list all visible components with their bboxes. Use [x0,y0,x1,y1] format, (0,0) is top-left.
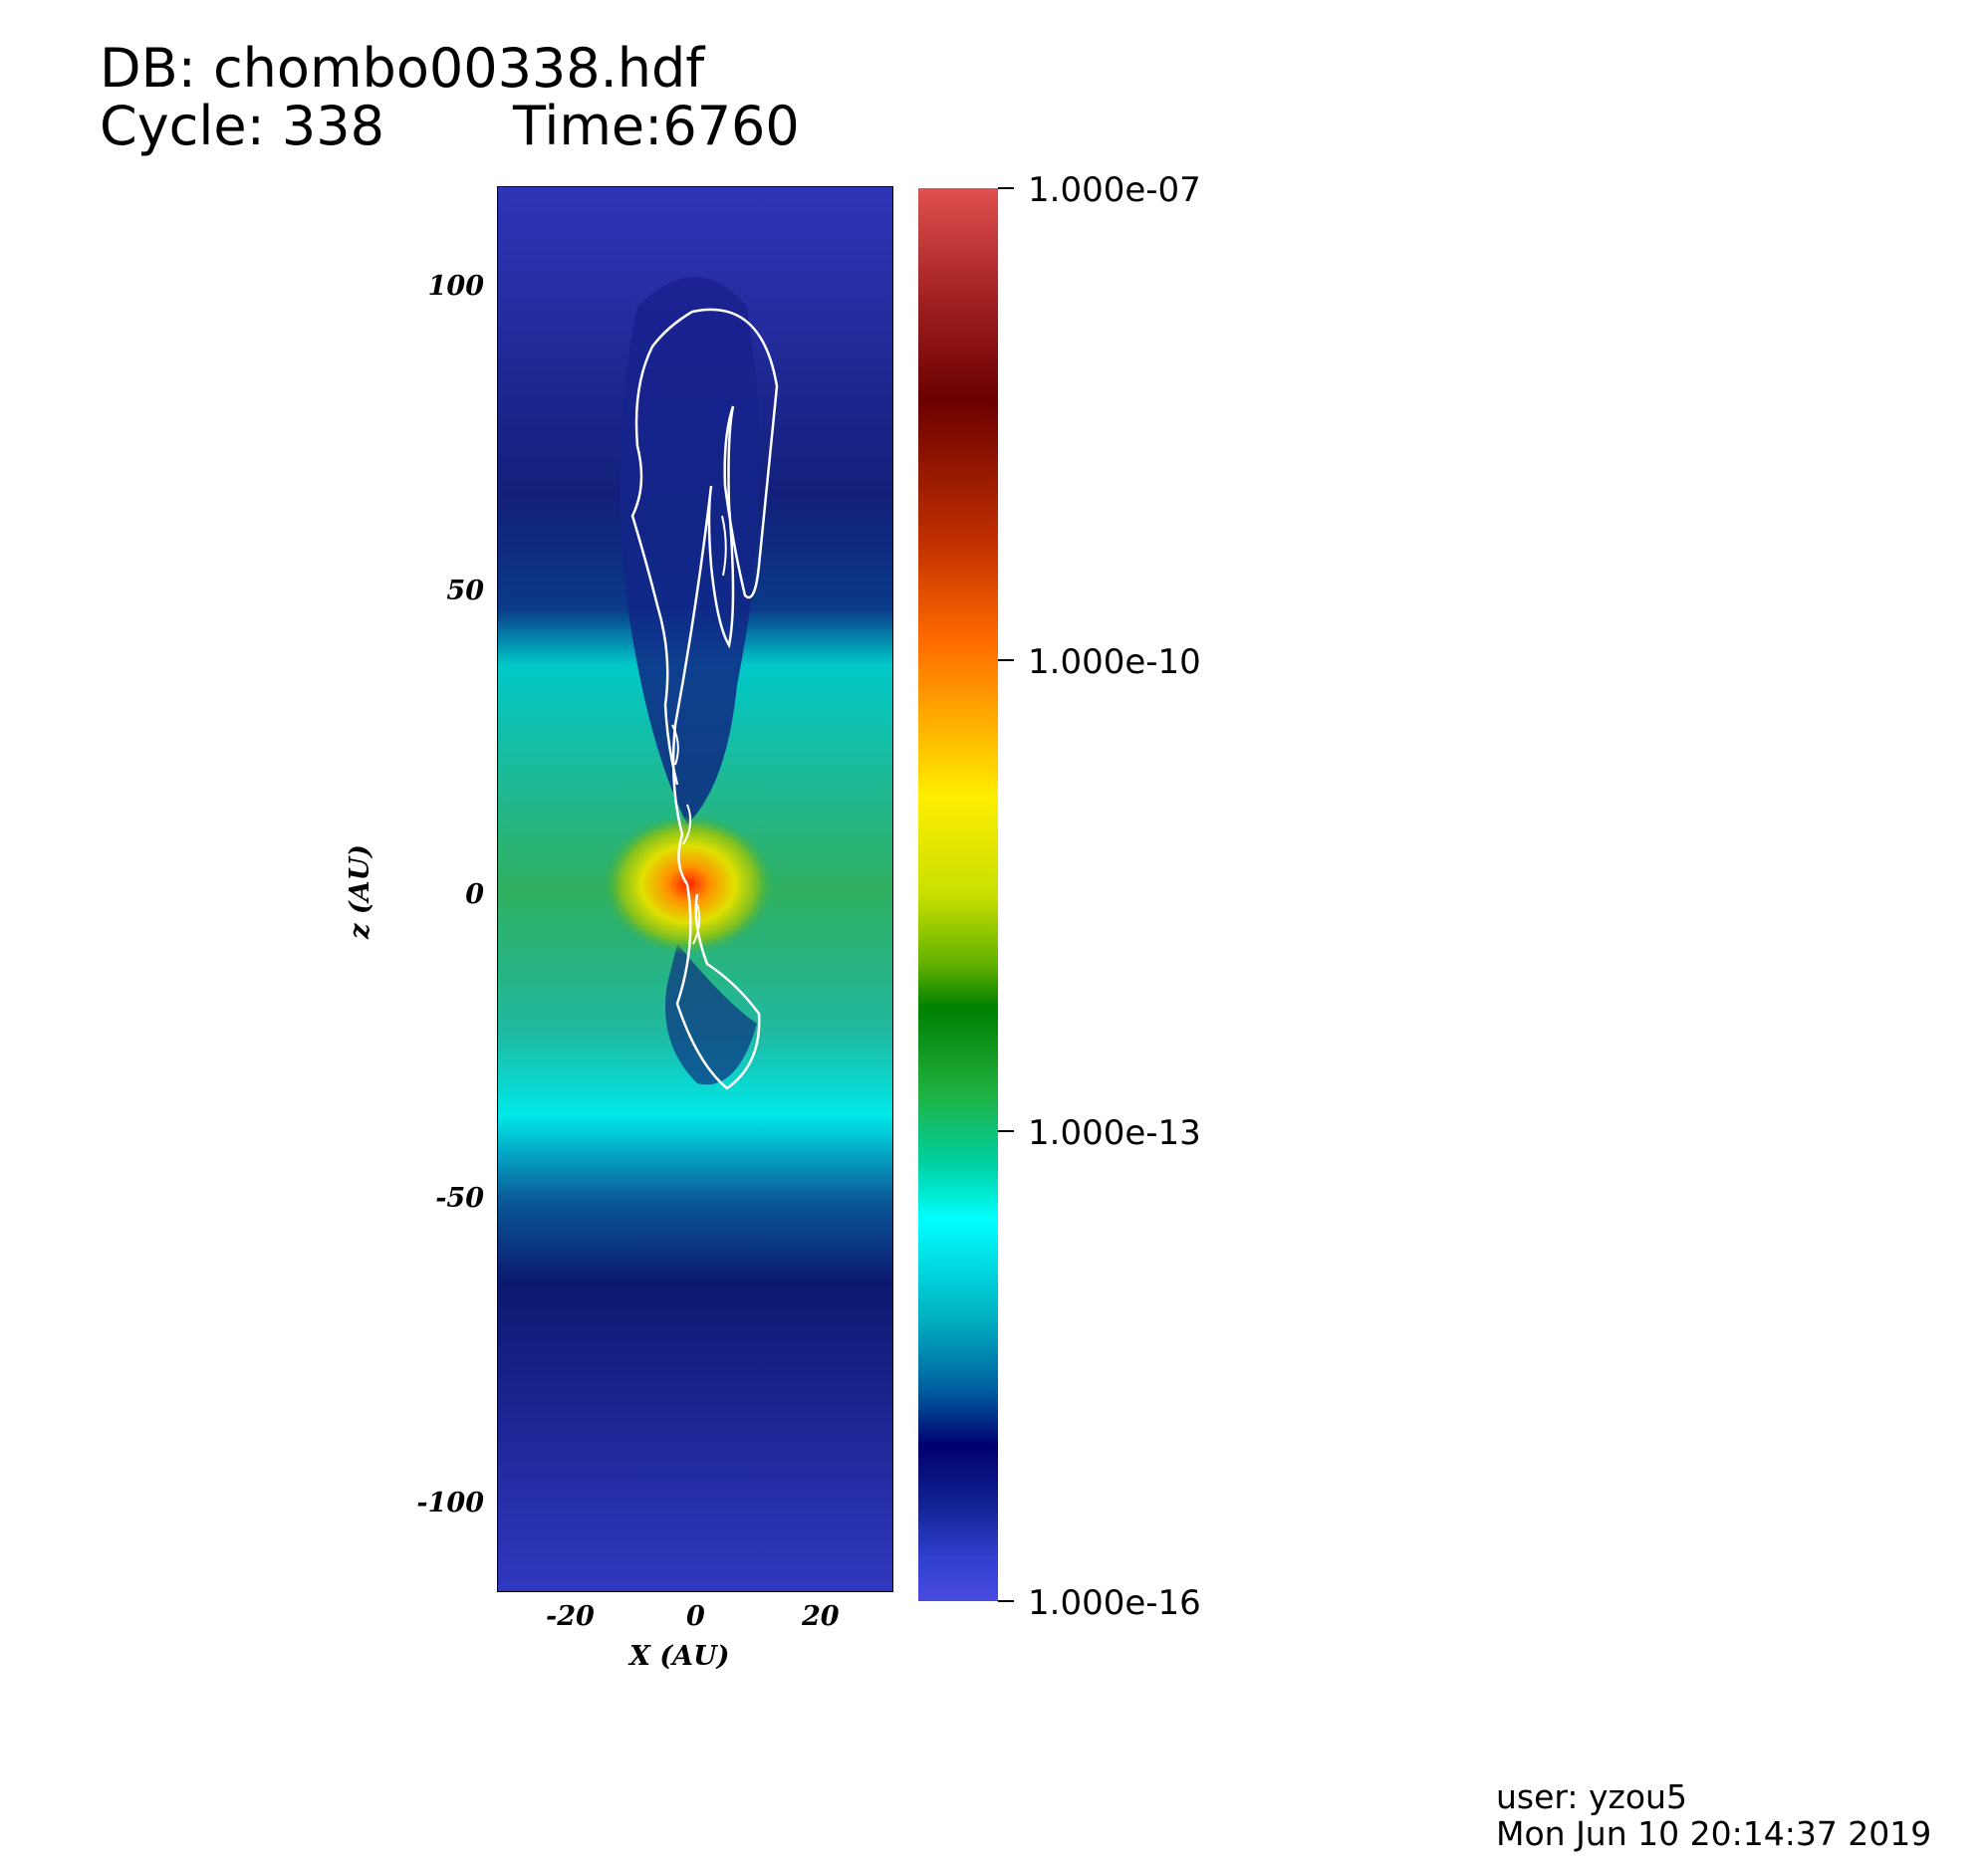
colorbar-label: 1.000e-10 [1028,642,1201,682]
outflow-cavity-top [620,277,760,824]
z-tick-label: -50 [435,1183,484,1214]
contour-line [630,308,779,1090]
colorbar-tick [998,1130,1014,1132]
x-axis-label: X (AU) [629,1641,730,1672]
colorbar-label: 1.000e-13 [1028,1113,1201,1153]
z-tick-label: 50 [446,576,484,606]
colorbar-tick [998,187,1014,189]
colorbar-tick [998,659,1014,661]
colorbar-label: 1.000e-16 [1028,1583,1201,1623]
x-tick-label: 20 [802,1601,840,1632]
z-axis-label: z (AU) [344,844,375,939]
colorbar [918,188,998,1601]
colorbar-tick [998,1600,1014,1602]
z-tick-label: 0 [465,879,484,910]
x-tick-label: -20 [546,1601,595,1632]
z-tick-label: -100 [416,1488,484,1518]
database-title: DB: chombo00338.hdf [100,37,705,100]
x-tick-label: 0 [686,1601,705,1632]
time-label: Time:6760 [513,95,800,157]
cycle-label: Cycle: 338 [100,95,385,157]
density-pseudocolor-plot [497,186,893,1592]
contour-fragments [671,515,727,945]
outflow-cavity-bottom [665,944,757,1085]
user-label: user: yzou5 [1496,1777,1687,1816]
date-label: Mon Jun 10 20:14:37 2019 [1496,1814,1932,1853]
colorbar-label: 1.000e-07 [1028,170,1201,210]
z-tick-label: 100 [427,271,484,302]
